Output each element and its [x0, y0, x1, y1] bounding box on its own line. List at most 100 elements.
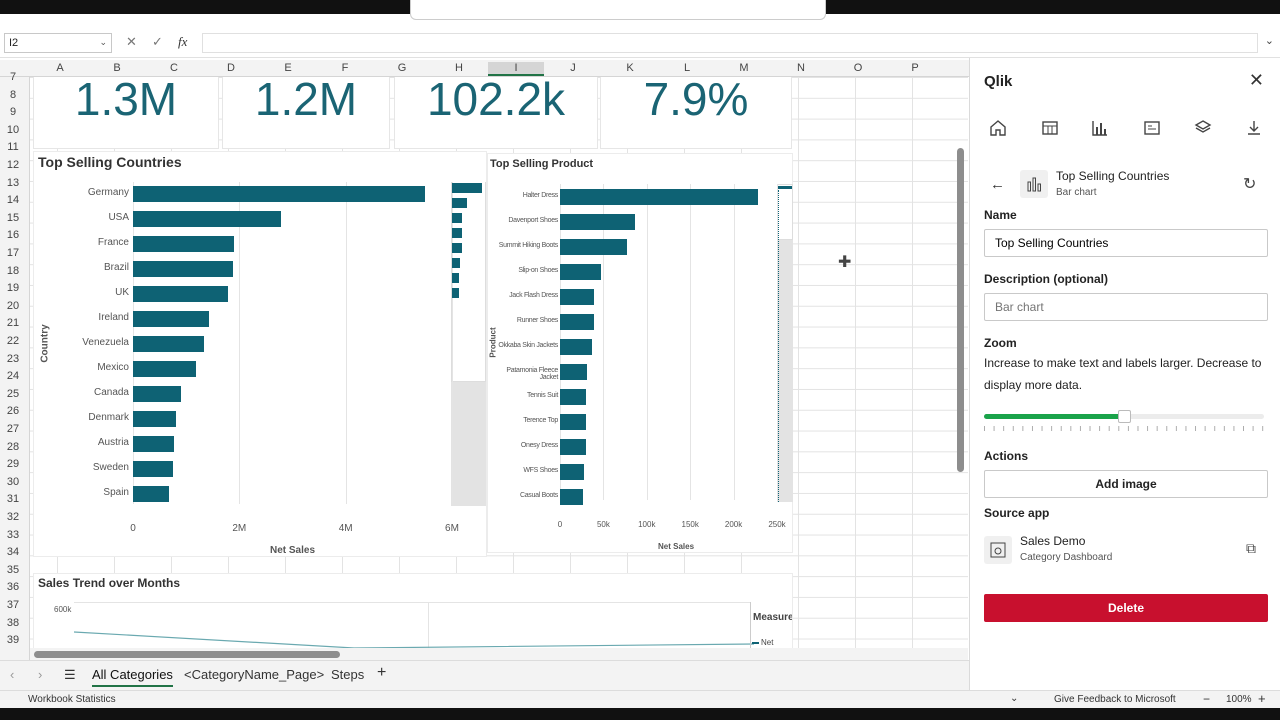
row-header[interactable]: 21	[6, 317, 20, 330]
row-header[interactable]: 8	[9, 88, 17, 101]
bar[interactable]	[133, 386, 181, 402]
download-icon[interactable]	[1244, 118, 1264, 138]
bar[interactable]	[560, 189, 758, 205]
zoom-in-icon[interactable]: +	[1258, 691, 1266, 706]
row-header[interactable]: 17	[6, 247, 20, 259]
next-sheet-icon[interactable]: ›	[38, 667, 43, 682]
row-header[interactable]: 37	[6, 599, 20, 611]
bar[interactable]	[560, 489, 583, 505]
row-header[interactable]: 32	[6, 511, 20, 523]
workbook-statistics[interactable]: Workbook Statistics	[28, 694, 116, 705]
row-header[interactable]: 23	[6, 352, 20, 365]
horizontal-scrollbar[interactable]	[30, 648, 968, 660]
bar[interactable]	[133, 236, 235, 252]
column-header[interactable]: L	[683, 62, 691, 74]
function-icon[interactable]: fx	[178, 34, 188, 49]
row-header[interactable]: 18	[6, 264, 20, 277]
row-header[interactable]: 39	[6, 634, 20, 647]
row-header[interactable]: 25	[6, 387, 20, 400]
top-selling-countries-chart[interactable]: Top Selling Countries Country Net Sales …	[33, 151, 487, 557]
bar[interactable]	[133, 286, 228, 302]
row-header[interactable]: 28	[6, 440, 20, 453]
column-header[interactable]: E	[284, 62, 292, 74]
name-field[interactable]	[984, 229, 1268, 257]
kpi-card[interactable]: 1.2M	[222, 77, 390, 149]
zoom-slider[interactable]	[984, 410, 1264, 431]
column-header[interactable]: J	[570, 62, 576, 74]
column-header[interactable]: G	[397, 62, 407, 74]
description-field[interactable]	[984, 293, 1268, 321]
sheet-icon[interactable]	[1142, 118, 1162, 138]
column-header[interactable]: D	[227, 62, 235, 74]
bar[interactable]	[560, 414, 587, 430]
kpi-card[interactable]: 7.9%	[600, 77, 792, 149]
row-header[interactable]: 27	[6, 423, 20, 435]
layers-icon[interactable]	[1193, 118, 1213, 138]
name-box[interactable]: I2 ⌄	[4, 33, 112, 53]
column-header[interactable]: A	[56, 62, 64, 74]
column-header[interactable]: F	[341, 62, 349, 74]
column-header[interactable]: I	[488, 62, 544, 76]
row-header[interactable]: 31	[6, 493, 20, 506]
row-header[interactable]: 30	[6, 475, 20, 488]
prev-sheet-icon[interactable]: ‹	[10, 667, 15, 682]
row-header[interactable]: 34	[6, 546, 20, 559]
zoom-level[interactable]: 100%	[1226, 694, 1252, 705]
table-icon[interactable]	[1040, 118, 1060, 138]
column-header[interactable]: O	[853, 62, 863, 74]
row-header[interactable]: 19	[6, 282, 20, 295]
row-header[interactable]: 16	[6, 229, 20, 242]
bar[interactable]	[133, 411, 176, 427]
row-header[interactable]: 38	[6, 616, 20, 629]
expand-formula-icon[interactable]: ⌄	[1264, 35, 1274, 47]
bar[interactable]	[560, 389, 587, 405]
column-header[interactable]: M	[739, 62, 749, 74]
row-header[interactable]: 35	[6, 563, 20, 576]
bar[interactable]	[560, 464, 585, 480]
bar[interactable]	[560, 364, 587, 380]
bar[interactable]	[133, 261, 233, 277]
bar[interactable]	[560, 264, 601, 280]
bar[interactable]	[133, 211, 281, 227]
sales-trend-chart[interactable]: Sales Trend over Months 600k Measures Ne…	[33, 573, 793, 649]
mini-chart-scroll-track[interactable]	[777, 240, 793, 502]
tab-category-page[interactable]: <CategoryName_Page>	[184, 667, 325, 682]
bar[interactable]	[560, 239, 627, 255]
tab-all-categories[interactable]: All Categories	[92, 667, 173, 687]
delete-button[interactable]: Delete	[984, 594, 1268, 622]
tab-steps[interactable]: Steps	[331, 667, 365, 682]
bar[interactable]	[133, 486, 169, 502]
mini-chart-scroll-track[interactable]	[451, 382, 486, 506]
bar[interactable]	[133, 311, 210, 327]
column-header[interactable]: C	[170, 62, 178, 74]
bar[interactable]	[133, 436, 174, 452]
row-header[interactable]: 36	[6, 581, 20, 594]
bar[interactable]	[560, 214, 635, 230]
bar[interactable]	[560, 289, 594, 305]
back-arrow-icon[interactable]: ←	[990, 176, 1005, 193]
search-box[interactable]	[410, 0, 826, 20]
slider-handle[interactable]	[1118, 410, 1131, 423]
row-header[interactable]: 7	[9, 71, 17, 83]
feedback-link[interactable]: Give Feedback to Microsoft	[1054, 694, 1176, 705]
add-sheet-icon[interactable]: +	[377, 664, 387, 681]
bar-chart-icon[interactable]	[1090, 118, 1110, 138]
bar[interactable]	[560, 439, 587, 455]
chevron-down-icon[interactable]: ⌄	[99, 37, 107, 47]
row-header[interactable]: 11	[7, 141, 19, 154]
column-header[interactable]: N	[797, 62, 805, 74]
row-header[interactable]: 14	[6, 194, 20, 207]
close-icon[interactable]: ✕	[1248, 70, 1264, 90]
add-image-button[interactable]: Add image	[984, 470, 1268, 498]
bar[interactable]	[560, 339, 593, 355]
row-header[interactable]: 13	[6, 176, 20, 189]
row-header[interactable]: 9	[9, 106, 17, 119]
home-icon[interactable]	[988, 118, 1008, 138]
formula-input[interactable]	[202, 33, 1258, 53]
row-header[interactable]: 15	[6, 211, 20, 224]
column-header[interactable]: P	[911, 62, 919, 74]
cancel-icon[interactable]: ✕	[126, 34, 137, 49]
sheet-list-icon[interactable]: ☰	[64, 667, 76, 682]
row-header[interactable]: 24	[6, 370, 20, 383]
